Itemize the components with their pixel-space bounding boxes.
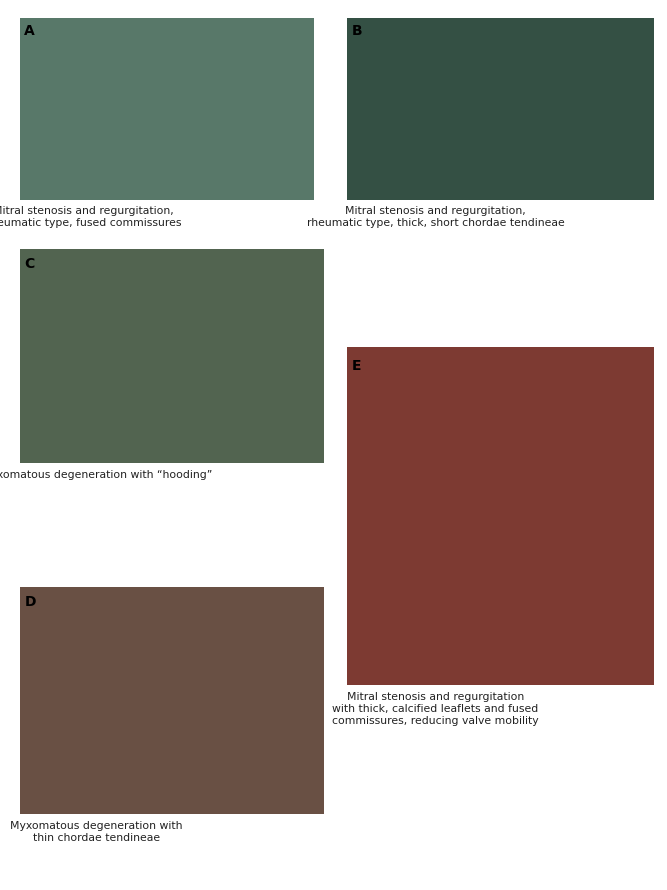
Text: E: E bbox=[352, 359, 361, 373]
Text: D: D bbox=[25, 595, 36, 610]
Text: Mitral stenosis and regurgitation
with thick, calcified leaflets and fused
commi: Mitral stenosis and regurgitation with t… bbox=[332, 692, 539, 725]
Text: Mitral stenosis and regurgitation,
rheumatic type, thick, short chordae tendinea: Mitral stenosis and regurgitation, rheum… bbox=[307, 206, 564, 228]
Text: A: A bbox=[25, 24, 35, 38]
Text: B: B bbox=[352, 24, 362, 38]
Text: Mitral stenosis and regurgitation,
rheumatic type, fused commissures: Mitral stenosis and regurgitation, rheum… bbox=[0, 206, 181, 228]
Text: Myxomatous degeneration with “hooding”: Myxomatous degeneration with “hooding” bbox=[0, 470, 212, 480]
Text: C: C bbox=[25, 256, 35, 271]
Text: Myxomatous degeneration with
thin chordae tendineae: Myxomatous degeneration with thin chorda… bbox=[11, 821, 183, 843]
